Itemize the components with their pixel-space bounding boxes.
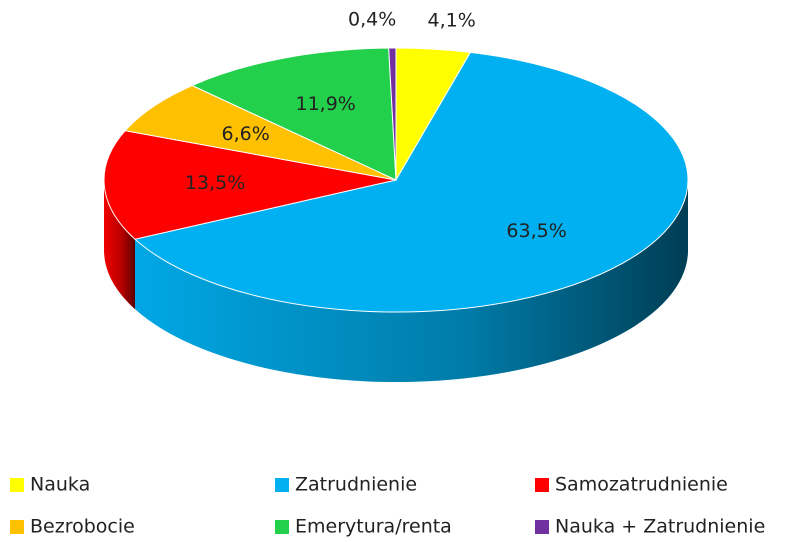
legend-swatch xyxy=(535,520,549,534)
data-label: 11,9% xyxy=(295,93,355,115)
slice xyxy=(133,51,689,313)
slice-side-shade xyxy=(104,180,135,310)
data-label: 4,1% xyxy=(428,10,476,32)
legend-swatch xyxy=(275,478,289,492)
legend-label: Samozatrudnienie xyxy=(555,474,728,496)
legend-label: Nauka + Zatrudnienie xyxy=(555,516,765,538)
legend-swatch xyxy=(10,520,24,534)
legend-swatch xyxy=(10,478,24,492)
slice xyxy=(103,130,397,240)
data-label: 0,4% xyxy=(348,9,396,31)
slice xyxy=(190,47,397,181)
slice xyxy=(124,84,397,181)
legend-label: Zatrudnienie xyxy=(295,474,417,496)
legend-label: Bezrobocie xyxy=(30,516,135,538)
data-label: 13,5% xyxy=(185,172,245,194)
legend-swatch xyxy=(275,520,289,534)
slice-side-shade xyxy=(134,180,689,383)
data-label: 63,5% xyxy=(506,220,566,242)
legend-swatch xyxy=(535,478,549,492)
legend-label: Emerytura/renta xyxy=(295,516,452,538)
slice xyxy=(388,47,397,181)
legend-label: Nauka xyxy=(30,474,90,496)
data-label: 6,6% xyxy=(221,123,269,145)
